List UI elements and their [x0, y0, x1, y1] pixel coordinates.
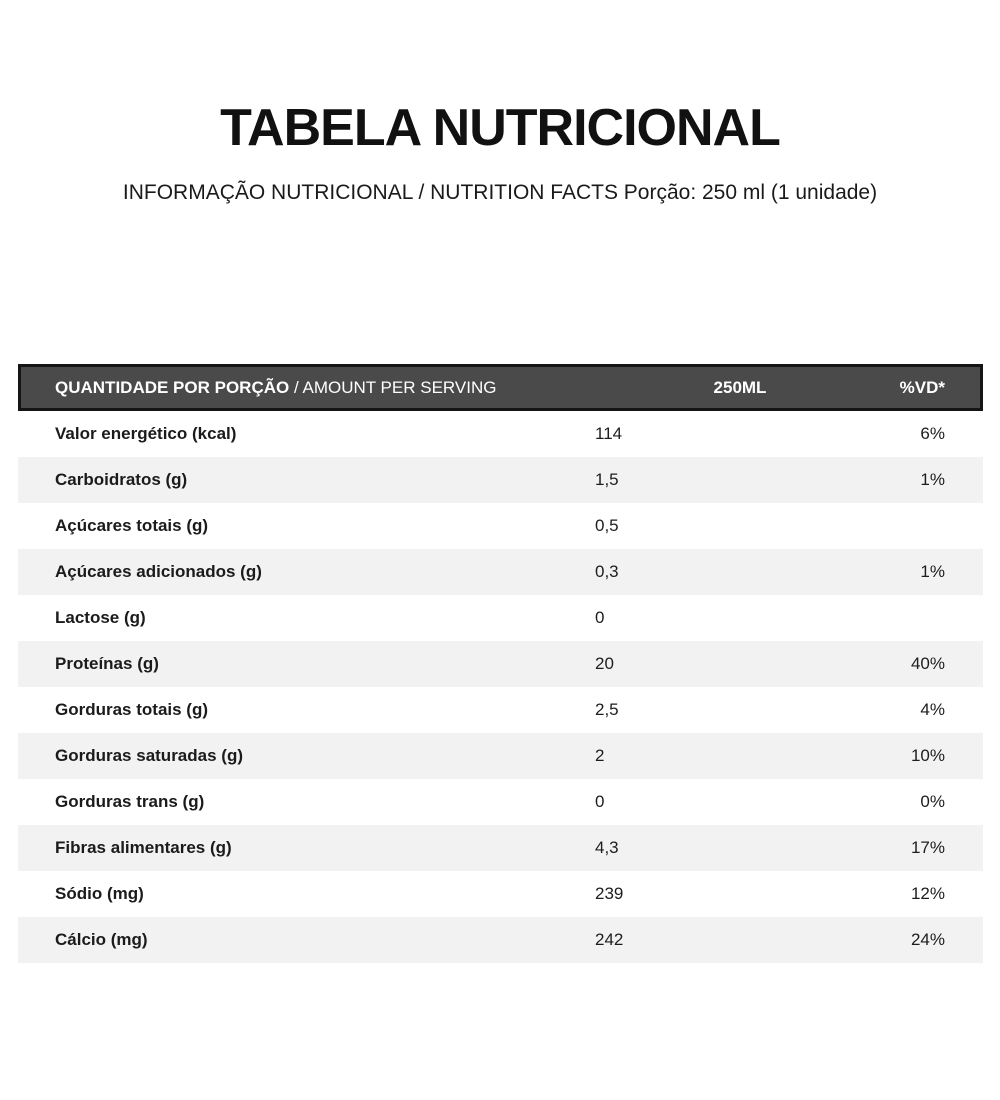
nutrient-label: Cálcio (mg)	[55, 930, 148, 949]
nutrition-label-page: TABELA NUTRICIONAL INFORMAÇÃO NUTRICIONA…	[0, 99, 1000, 1100]
nutrient-dv: 10%	[910, 746, 945, 765]
nutrient-amount: 114	[595, 424, 623, 443]
nutrient-label: Açúcares adicionados (g)	[55, 562, 262, 581]
nutrient-label: Sódio (mg)	[55, 884, 144, 903]
nutrient-amount: 0	[595, 608, 605, 627]
table-row-lactose: Lactose (g) 0	[18, 595, 983, 641]
nutrient-label: Gorduras trans (g)	[55, 792, 205, 811]
subtitle: INFORMAÇÃO NUTRICIONAL / NUTRITION FACTS…	[122, 181, 878, 205]
nutrient-amount: 4,3	[595, 838, 619, 857]
nutrient-amount: 1,5	[595, 470, 619, 489]
table-row-energy: Valor energético (kcal) 114 6%	[18, 411, 983, 457]
nutrient-dv: 6%	[920, 424, 945, 443]
nutrient-amount: 0,5	[595, 516, 619, 535]
nutrient-label: Lactose (g)	[55, 608, 146, 627]
nutrition-table: QUANTIDADE POR PORÇÃO / AMOUNT PER SERVI…	[18, 364, 983, 963]
table-row-saturated-fat: Gorduras saturadas (g) 2 10%	[18, 733, 983, 779]
table-row-total-sugars: Açúcares totais (g) 0,5	[18, 503, 983, 549]
nutrient-dv: 24%	[910, 930, 945, 949]
nutrient-label: Carboidratos (g)	[55, 470, 188, 489]
nutrient-amount: 2,5	[595, 700, 619, 719]
table-row-fiber: Fibras alimentares (g) 4,3 17%	[18, 825, 983, 871]
page-title: TABELA NUTRICIONAL	[220, 99, 781, 157]
nutrient-amount: 0,3	[595, 562, 619, 581]
header-amount-pt: QUANTIDADE POR PORÇÃO	[55, 377, 294, 397]
table-row-total-fat: Gorduras totais (g) 2,5 4%	[18, 687, 983, 733]
nutrient-label: Proteínas (g)	[55, 654, 159, 673]
nutrient-label: Valor energético (kcal)	[55, 424, 237, 443]
nutrient-label: Gorduras saturadas (g)	[55, 746, 243, 765]
table-row-carbs: Carboidratos (g) 1,5 1%	[18, 457, 983, 503]
table-row-sodium: Sódio (mg) 239 12%	[18, 871, 983, 917]
table-header-row: QUANTIDADE POR PORÇÃO / AMOUNT PER SERVI…	[18, 364, 983, 411]
nutrient-label: Gorduras totais (g)	[55, 700, 209, 719]
table-row-added-sugars: Açúcares adicionados (g) 0,3 1%	[18, 549, 983, 595]
table-row-protein: Proteínas (g) 20 40%	[18, 641, 983, 687]
nutrient-amount: 242	[595, 930, 624, 949]
nutrient-label: Açúcares totais (g)	[55, 516, 209, 535]
nutrient-dv: 17%	[910, 838, 945, 857]
table-row-calcium: Cálcio (mg) 242 24%	[18, 917, 983, 963]
header-daily-value: %VD*	[899, 377, 945, 397]
nutrient-dv: 12%	[910, 884, 945, 903]
header-serving-size: 250ML	[713, 377, 767, 397]
table-row-trans-fat: Gorduras trans (g) 0 0%	[18, 779, 983, 825]
nutrient-dv: 1%	[920, 562, 945, 581]
nutrient-amount: 20	[595, 654, 614, 673]
nutrient-amount: 0	[595, 792, 605, 811]
nutrient-label: Fibras alimentares (g)	[55, 838, 232, 857]
nutrient-amount: 239	[595, 884, 624, 903]
nutrient-dv: 0%	[920, 792, 945, 811]
header-amount-per-serving: QUANTIDADE POR PORÇÃO / AMOUNT PER SERVI…	[21, 378, 595, 398]
nutrient-dv: 4%	[920, 700, 945, 719]
nutrient-dv: 40%	[910, 654, 945, 673]
header-amount-en: / AMOUNT PER SERVING	[293, 377, 497, 397]
nutrient-amount: 2	[595, 746, 605, 765]
nutrient-dv: 1%	[920, 470, 945, 489]
